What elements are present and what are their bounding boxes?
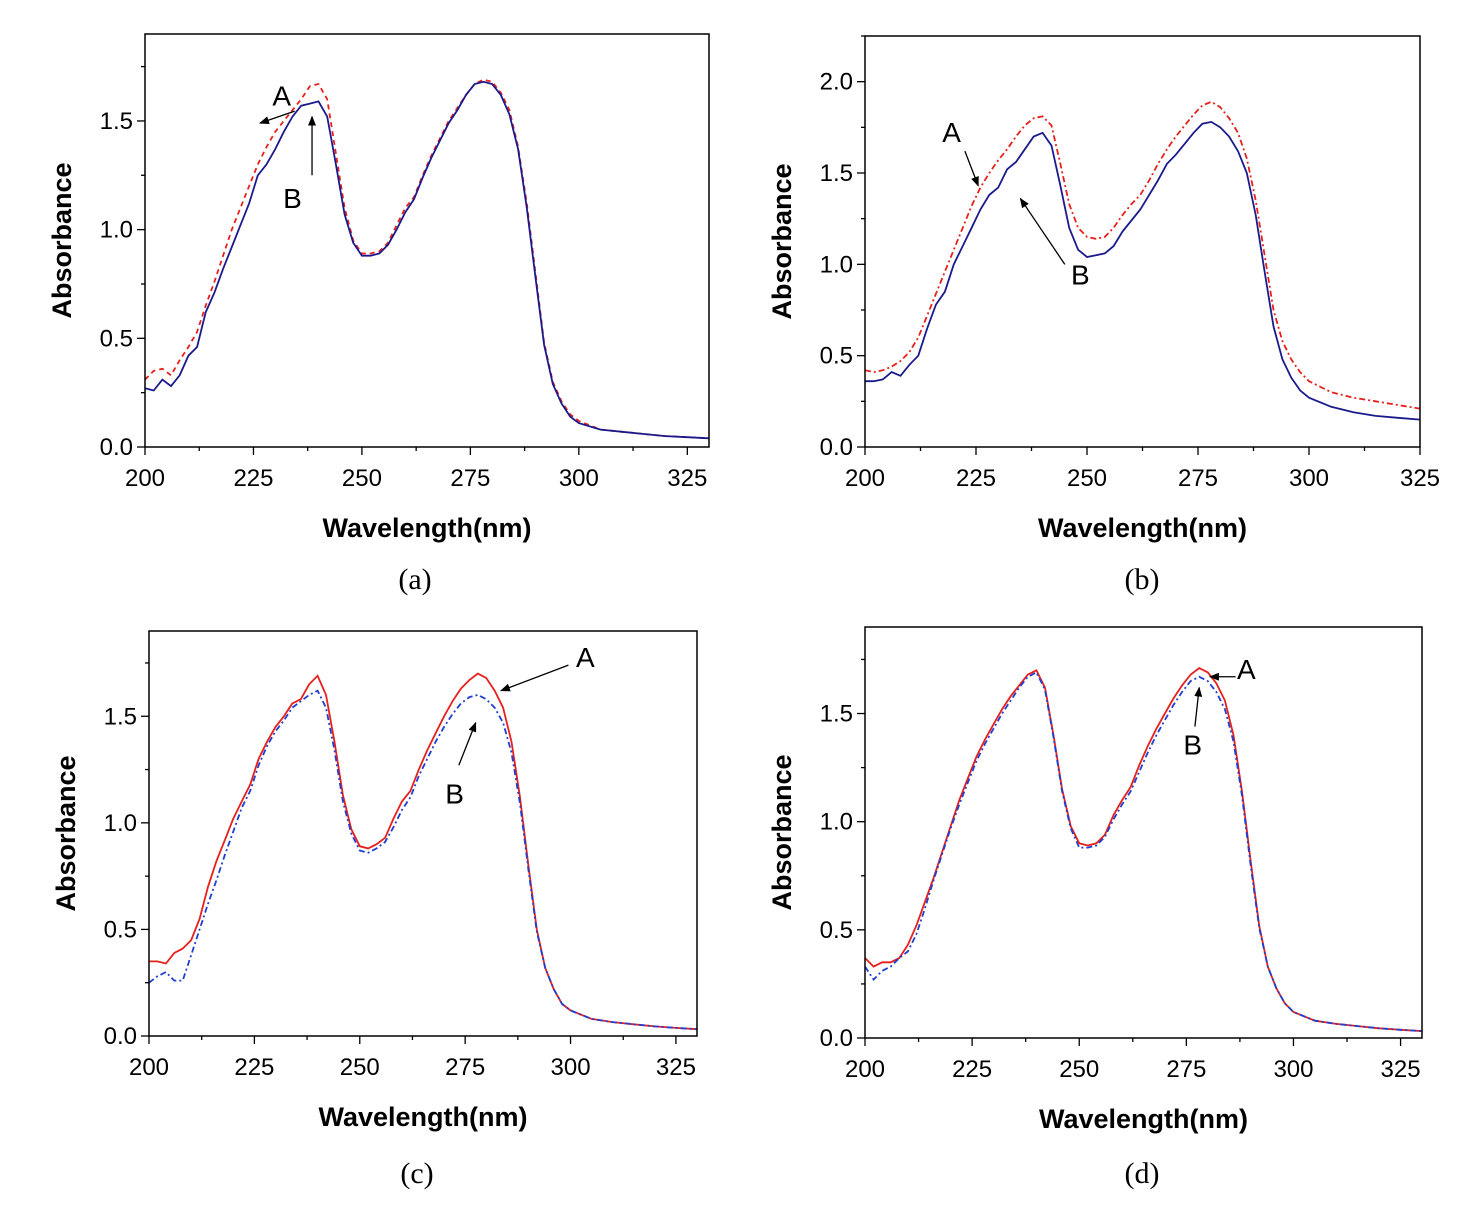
- series-line-b: [864, 671, 1423, 1032]
- caption-d: (d): [1124, 1157, 1160, 1190]
- annotation-arrow-b: [1019, 197, 1066, 265]
- annotation-label-a: A: [942, 117, 961, 148]
- annotation-arrow-a: [964, 150, 979, 187]
- annotation-arrow-b: [458, 721, 477, 766]
- y-tick-label: 1.5: [820, 160, 853, 187]
- x-tick-label: 250: [342, 465, 382, 492]
- y-tick-label: 1.0: [104, 810, 137, 837]
- annotation-arrow-a: [259, 110, 295, 124]
- x-tick-label: 300: [551, 1054, 591, 1081]
- y-tick-label: 0.5: [820, 343, 853, 370]
- x-tick-label: 200: [845, 465, 885, 492]
- series-line-a: [864, 667, 1423, 1032]
- x-tick-label: 300: [1273, 1056, 1313, 1083]
- annotation-label-b: B: [283, 183, 302, 214]
- y-tick-label: 0.5: [104, 916, 137, 943]
- y-tick-label: 1.0: [820, 809, 853, 836]
- x-tick-label: 275: [445, 1054, 485, 1081]
- y-tick-label: 1.5: [104, 703, 137, 730]
- x-tick-label: 275: [450, 465, 490, 492]
- x-tick-label: 300: [559, 465, 599, 492]
- annotation-label-a: A: [576, 642, 595, 673]
- y-tick-label: 0.5: [820, 917, 853, 944]
- caption-c: (c): [400, 1157, 434, 1190]
- annotation-label-a: A: [1237, 654, 1256, 685]
- series-line-a: [149, 672, 698, 1031]
- plot-frame: [148, 630, 698, 1037]
- y-tick-label: 0.0: [820, 1025, 853, 1052]
- x-tick-label: 275: [1178, 465, 1218, 492]
- x-tick-label: 250: [340, 1054, 380, 1081]
- x-tick-label: 200: [129, 1054, 169, 1081]
- y-axis-title: Absorbance: [767, 163, 797, 319]
- x-axis-title: Wavelength(nm): [1038, 513, 1247, 543]
- plot-frame: [144, 33, 710, 448]
- series-line-b: [148, 689, 698, 1031]
- x-tick-label: 250: [1067, 465, 1107, 492]
- annotation-arrow-a: [500, 664, 569, 692]
- x-axis-title: Wavelength(nm): [323, 513, 532, 543]
- caption-b: (b): [1124, 563, 1160, 596]
- y-axis-title: Absorbance: [51, 755, 81, 911]
- y-axis-title: Absorbance: [767, 754, 797, 910]
- x-tick-label: 200: [125, 465, 165, 492]
- chart-panel-c: 200 225 250 275 300 325 0.0 0.5 1.0 1.5 Wavelength…: [51, 630, 698, 1132]
- series-line-b: [144, 80, 710, 440]
- y-tick-label: 0.5: [100, 325, 133, 352]
- y-tick-label: 2.0: [820, 69, 853, 96]
- annotation-label-b: B: [445, 779, 464, 810]
- y-tick-label: 0.0: [100, 434, 133, 461]
- x-axis-title: Wavelength(nm): [1039, 1104, 1248, 1134]
- y-axis-title: Absorbance: [47, 162, 77, 318]
- x-tick-label: 325: [667, 465, 707, 492]
- caption-a: (a): [398, 563, 432, 596]
- series-line-b: [865, 120, 1421, 421]
- plot-frame: [864, 35, 1421, 448]
- x-tick-label: 300: [1289, 465, 1329, 492]
- x-tick-label: 325: [1381, 1056, 1421, 1083]
- series-line-a: [144, 78, 710, 440]
- y-tick-label: 0.0: [820, 434, 853, 461]
- x-axis-title: Wavelength(nm): [319, 1102, 528, 1132]
- y-tick-label: 1.0: [820, 251, 853, 278]
- x-tick-label: 325: [656, 1054, 696, 1081]
- chart-panel-a: 200 225 250 275 300 325 0.0 0.5 1.0 1.5 Wavelength…: [47, 33, 710, 543]
- chart-panel-b: 200 225 250 275 300 325 0.0 0.5 1.0 1.5 2.0 Wavelen…: [767, 35, 1440, 543]
- x-tick-label: 200: [845, 1056, 885, 1083]
- series-line-a: [864, 100, 1421, 410]
- x-tick-label: 325: [1400, 465, 1440, 492]
- annotation-arrow-b: [1194, 686, 1203, 727]
- chart-panel-d: 200 225 250 275 300 325 0.0 0.5 1.0 1.5 Wavelength…: [767, 626, 1423, 1134]
- x-tick-label: 225: [956, 465, 996, 492]
- x-tick-label: 225: [233, 465, 273, 492]
- y-tick-label: 0.0: [104, 1023, 137, 1050]
- x-tick-label: 225: [234, 1054, 274, 1081]
- y-tick-label: 1.5: [100, 108, 133, 135]
- y-tick-label: 1.0: [100, 217, 133, 244]
- annotation-label-b: B: [1071, 259, 1090, 290]
- y-tick-label: 1.5: [820, 701, 853, 728]
- x-tick-label: 250: [1059, 1056, 1099, 1083]
- x-tick-label: 225: [952, 1056, 992, 1083]
- annotation-label-b: B: [1183, 730, 1202, 761]
- annotation-label-a: A: [272, 81, 291, 112]
- plot-frame: [864, 626, 1423, 1039]
- x-tick-label: 275: [1166, 1056, 1206, 1083]
